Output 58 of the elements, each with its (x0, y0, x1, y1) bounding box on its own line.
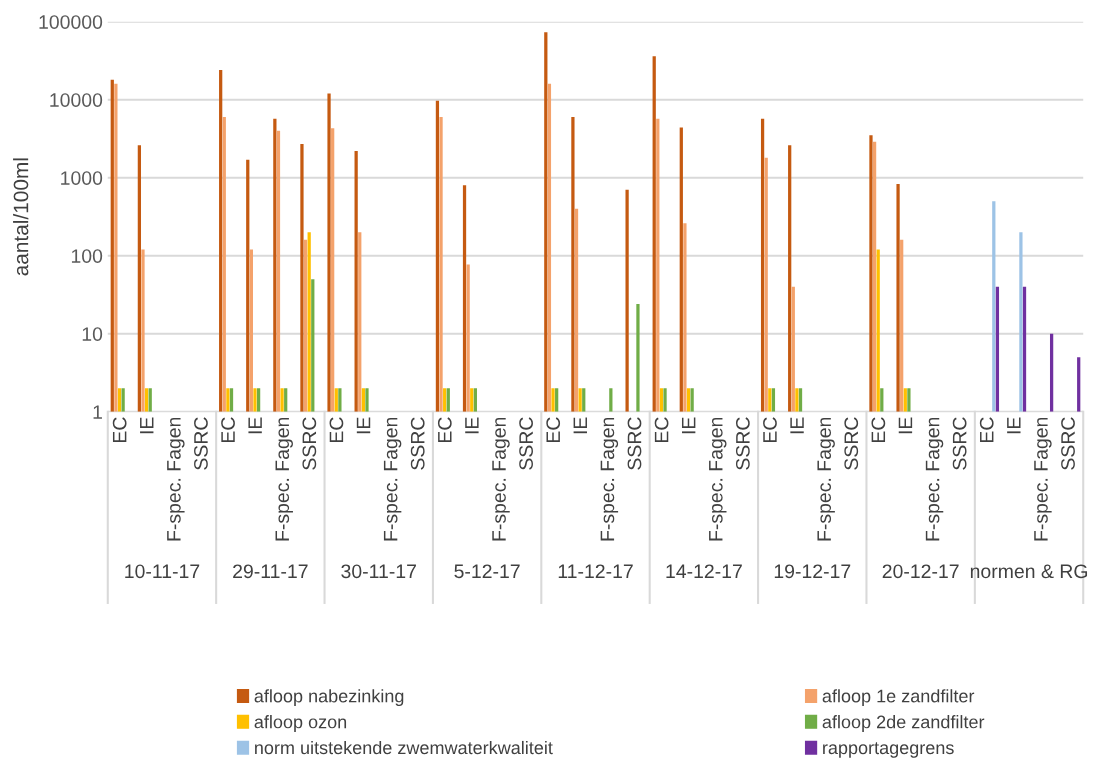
x-tick-label: IE (790, 417, 804, 434)
x-tick-label: F-spec. Fagen (817, 417, 835, 541)
text: 10-11-17 (125, 564, 200, 579)
x-tick-label: F-spec. Fagen (600, 417, 619, 541)
text: 20-12-17 (882, 564, 959, 579)
x-tick-label: IE (681, 417, 696, 434)
text: 5-12-17 (454, 564, 520, 579)
legend-label: rapportagegrens (823, 742, 954, 758)
x-tick-label: F-spec. Fagen (1034, 417, 1052, 541)
legend-label: afloop 2de zandfilter (822, 715, 985, 732)
x-tick-label: SSRC (952, 417, 967, 470)
x-tick-label: F-spec. Fagen (167, 417, 185, 541)
x-tick-label: F-spec. Fagen (709, 417, 727, 541)
x-tick-label: EC (437, 417, 452, 443)
x-tick-label: IE (248, 417, 262, 434)
legend-label: norm uitstekende zwemwaterkwaliteit (255, 740, 553, 755)
y-tick-label: 10 (82, 327, 103, 341)
y-tick-label: 100 (71, 249, 103, 263)
y-tick-label: 1000 (61, 171, 103, 185)
x-tick-label: SSRC (302, 417, 317, 470)
x-tick-label: F-spec. Fagen (492, 417, 510, 541)
text: 14-12-17 (666, 564, 742, 578)
x-tick-label: EC (979, 417, 994, 443)
x-tick-label: IE (140, 417, 154, 434)
text: 11-12-17 (558, 564, 633, 578)
x-tick-label: EC (546, 417, 561, 443)
y-tick-label: 10000 (50, 93, 103, 107)
y-tick-label: 100000 (39, 15, 103, 29)
text: normen & RG (970, 564, 1088, 579)
y-tick-label: 1 (93, 405, 102, 419)
x-tick-label: IE (1007, 417, 1021, 434)
legend-label: afloop 1e zandfilter (822, 689, 975, 707)
x-tick-label: EC (112, 417, 127, 443)
x-tick-label: SSRC (1061, 417, 1075, 470)
x-tick-label: IE (465, 417, 479, 434)
x-tick-label: F-spec. Fagen (925, 417, 944, 541)
x-tick-label: SSRC (194, 417, 208, 470)
x-tick-label: SSRC (410, 417, 425, 470)
x-tick-label: IE (573, 417, 587, 434)
x-tick-label: SSRC (519, 417, 533, 470)
text: 29-11-17 (233, 564, 308, 579)
legend-label: afloop nabezinking (254, 689, 404, 707)
text: 19-12-17 (774, 564, 851, 579)
x-tick-label: IE (356, 417, 371, 434)
legend-label: afloop ozon (254, 715, 347, 732)
x-tick-label: EC (871, 417, 886, 443)
x-tick-label: EC (763, 417, 777, 443)
text: 30-11-17 (341, 564, 416, 579)
x-tick-label: EC (329, 417, 344, 443)
x-tick-label: SSRC (844, 417, 859, 470)
x-tick-label: F-spec. Fagen (275, 417, 293, 541)
x-tick-label: SSRC (735, 417, 750, 470)
x-tick-label: SSRC (627, 417, 642, 470)
x-tick-label: EC (654, 417, 669, 443)
x-tick-label: F-spec. Fagen (383, 417, 402, 541)
x-tick-label: EC (221, 417, 235, 443)
x-tick-label: IE (898, 417, 913, 434)
y-axis-title: aantal/100ml (13, 158, 29, 276)
